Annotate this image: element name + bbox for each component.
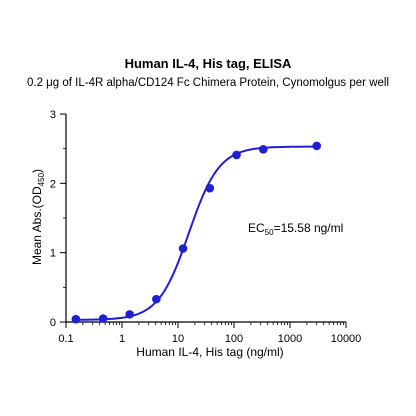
x-axis-ticks: 0.1 1 10 100 1000 10000	[58, 322, 361, 345]
ec50-annotation: EC50=15.58 ng/ml	[248, 221, 343, 237]
chart-subtitle: 0.2 μg of IL-4R alpha/CD124 Fc Chimera P…	[27, 77, 389, 89]
ec50-value: =15.58 ng/ml	[274, 221, 344, 235]
x-tick-label: 100	[225, 333, 243, 345]
x-tick-label: 10	[172, 333, 184, 345]
data-point	[312, 141, 322, 151]
data-point	[71, 314, 81, 324]
y-tick-label: 1	[50, 248, 56, 260]
axes	[65, 114, 346, 323]
x-tick-label: 10000	[331, 333, 362, 345]
data-point	[125, 310, 134, 319]
y-tick-label: 0	[50, 317, 56, 329]
data-point	[178, 244, 188, 253]
fit-curve	[75, 145, 317, 321]
data-points	[71, 141, 322, 324]
ec50-prefix: EC	[248, 221, 265, 235]
data-point	[232, 150, 241, 160]
x-axis-label: Human IL-4, His tag (ng/ml)	[136, 345, 283, 359]
data-point	[205, 183, 215, 193]
data-point	[258, 145, 268, 154]
x-tick-label: 1	[119, 333, 125, 345]
y-tick-label: 2	[50, 178, 56, 190]
y-axis-label: Mean Abs.(OD450)	[30, 169, 46, 265]
data-point	[98, 314, 108, 323]
y-axis-label-sub: 450	[37, 172, 46, 186]
y-axis-label-end: )	[30, 169, 44, 173]
x-tick-label: 0.1	[58, 333, 73, 345]
ec50-sub: 50	[265, 228, 274, 237]
y-axis-label-main: Mean Abs.(OD	[30, 186, 44, 265]
y-tick-label: 3	[50, 109, 56, 121]
x-tick-label: 1000	[278, 333, 302, 345]
chart-title: Human IL-4, His tag, ELISA	[125, 56, 292, 71]
data-point	[152, 294, 161, 304]
y-axis-ticks: 0 1 2 3	[50, 109, 66, 329]
